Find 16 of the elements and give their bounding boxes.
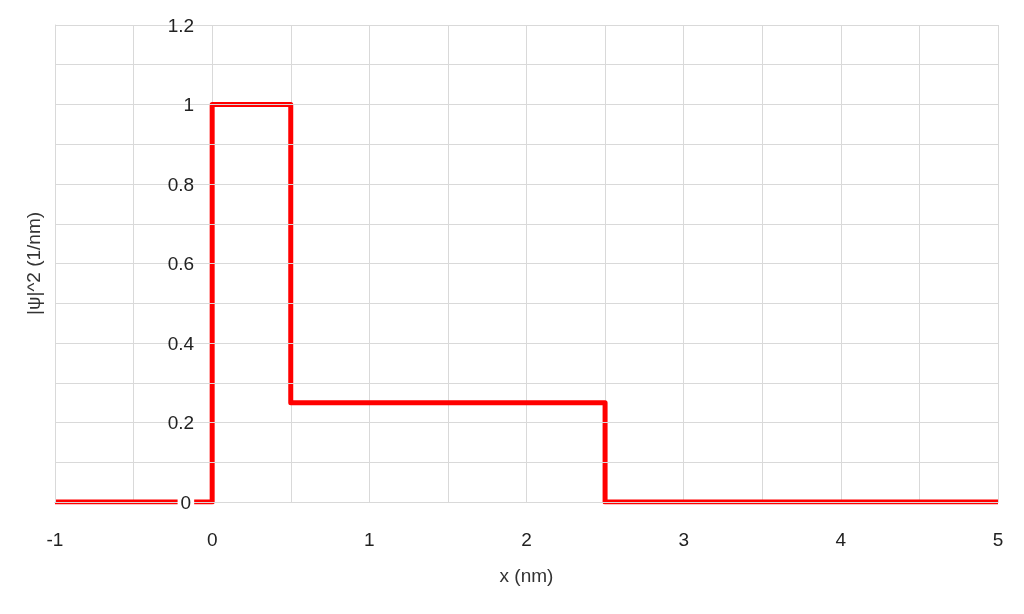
y-tick-label: 0.8 xyxy=(167,173,195,195)
y-tick-label: 1.2 xyxy=(167,14,195,36)
x-tick-label: 1 xyxy=(364,529,375,550)
x-tick-label: 0 xyxy=(206,529,218,550)
x-tick-label: 4 xyxy=(835,529,847,550)
x-tick-label: -1 xyxy=(46,529,64,550)
x-axis-title: x (nm) xyxy=(499,565,554,586)
x-tick-label: 3 xyxy=(678,529,689,550)
x-tick-label: 2 xyxy=(521,529,532,550)
y-tick-label: 0.6 xyxy=(167,253,195,274)
y-tick-label: 0 xyxy=(180,491,192,513)
y-tick-label: 1 xyxy=(183,94,195,115)
y-tick-label: 0.2 xyxy=(167,412,195,433)
y-axis-title: |ψ|^2 (1/nm) xyxy=(23,211,44,316)
y-tick-label: 0.4 xyxy=(167,332,195,354)
x-tick-label: 5 xyxy=(992,529,1004,550)
